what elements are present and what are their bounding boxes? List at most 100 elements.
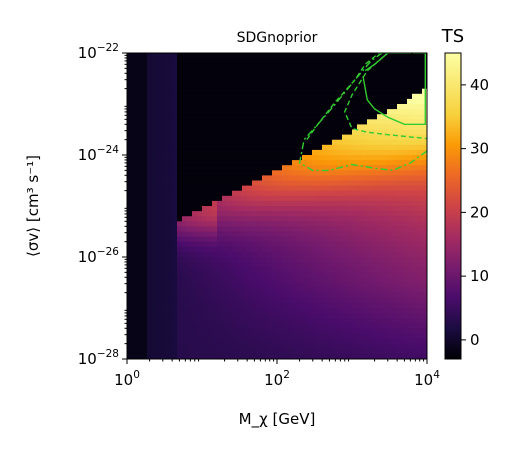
heatmap-cell: [297, 246, 303, 253]
heatmap-cell: [297, 68, 303, 74]
heatmap-cell: [177, 129, 183, 136]
heatmap-cell: [257, 231, 263, 238]
heatmap-cell: [417, 297, 423, 304]
heatmap-cell: [192, 98, 198, 105]
heatmap-cell: [367, 124, 373, 131]
heatmap-cell: [262, 175, 268, 182]
heatmap-cell: [357, 73, 363, 80]
heatmap-cell: [357, 175, 363, 182]
heatmap-cell: [282, 119, 288, 125]
heatmap-cell: [247, 93, 253, 100]
heatmap-cell: [292, 144, 298, 151]
heatmap-cell: [277, 185, 283, 192]
heatmap-cell: [177, 267, 183, 273]
heatmap-cell: [317, 114, 323, 120]
heatmap-cell: [222, 200, 228, 207]
heatmap-cell: [192, 114, 198, 120]
heatmap-cell: [227, 88, 233, 95]
heatmap-cell: [357, 180, 363, 187]
heatmap-cell: [287, 302, 293, 309]
heatmap-cell: [307, 149, 313, 156]
heatmap-cell: [227, 200, 233, 207]
heatmap-cell: [152, 104, 158, 110]
heatmap-cell: [282, 200, 288, 207]
heatmap-cell: [277, 246, 283, 253]
heatmap-cell: [202, 272, 208, 278]
heatmap-cell: [272, 200, 278, 207]
heatmap-cell: [152, 272, 158, 278]
heatmap-cell: [312, 348, 318, 355]
heatmap-cell: [207, 134, 213, 141]
heatmap-cell: [412, 155, 418, 161]
heatmap-cell: [237, 221, 243, 227]
heatmap-cell: [192, 119, 198, 125]
heatmap-cell: [287, 170, 293, 176]
heatmap-cell: [147, 180, 153, 187]
heatmap-cell: [337, 104, 343, 110]
heatmap-cell: [217, 78, 223, 85]
heatmap-cell: [412, 63, 418, 69]
heatmap-cell: [207, 119, 213, 125]
heatmap-cell: [422, 287, 427, 294]
heatmap-cell: [317, 104, 323, 110]
heatmap-cell: [407, 226, 413, 233]
heatmap-cell: [317, 231, 323, 238]
heatmap-cell: [417, 211, 423, 217]
heatmap-cell: [297, 318, 303, 324]
x-axis-label: M_χ [GeV]: [239, 410, 316, 429]
heatmap-cell: [162, 297, 168, 304]
heatmap-cell: [382, 343, 388, 350]
heatmap-cell: [347, 297, 353, 304]
heatmap-cell: [147, 58, 153, 64]
heatmap-cell: [227, 292, 233, 299]
heatmap-cell: [147, 78, 153, 85]
heatmap-cell: [292, 200, 298, 207]
heatmap-cell: [202, 236, 208, 243]
heatmap-cell: [132, 144, 138, 151]
heatmap-cell: [197, 68, 203, 74]
heatmap-cell: [257, 343, 263, 350]
heatmap-cell: [352, 282, 358, 289]
heatmap-cell: [392, 313, 398, 319]
heatmap-cell: [237, 338, 243, 345]
heatmap-cell: [397, 221, 403, 227]
heatmap-cell: [332, 302, 338, 309]
heatmap-cell: [267, 190, 273, 197]
heatmap-cell: [237, 63, 243, 69]
heatmap-cell: [352, 160, 358, 166]
heatmap-cell: [157, 175, 163, 182]
heatmap-cell: [312, 226, 318, 233]
heatmap-cell: [132, 221, 138, 227]
heatmap-cell: [167, 160, 173, 166]
heatmap-cell: [192, 63, 198, 69]
heatmap-cell: [357, 308, 363, 314]
heatmap-cell: [402, 98, 408, 105]
heatmap-cell: [222, 318, 228, 324]
heatmap-cell: [377, 206, 383, 212]
heatmap-cell: [367, 323, 373, 329]
heatmap-cell: [337, 175, 343, 182]
heatmap-cell: [152, 308, 158, 314]
heatmap-cell: [262, 302, 268, 309]
heatmap-cell: [267, 251, 273, 258]
heatmap-cell: [317, 343, 323, 350]
heatmap-cell: [322, 328, 328, 335]
heatmap-cell: [422, 343, 427, 350]
heatmap-cell: [252, 53, 258, 59]
heatmap-cell: [137, 185, 143, 192]
heatmap-cell: [257, 109, 263, 115]
heatmap-cell: [382, 124, 388, 131]
heatmap-cell: [287, 88, 293, 95]
heatmap-cell: [407, 318, 413, 324]
heatmap-cell: [287, 149, 293, 156]
heatmap-cell: [347, 160, 353, 166]
heatmap-cell: [177, 185, 183, 192]
heatmap-cell: [132, 262, 138, 268]
heatmap-cell: [227, 318, 233, 324]
heatmap-cell: [187, 124, 193, 131]
heatmap-cell: [147, 226, 153, 233]
heatmap-cell: [267, 185, 273, 192]
heatmap-cell: [242, 83, 248, 90]
heatmap-cell: [272, 257, 278, 263]
